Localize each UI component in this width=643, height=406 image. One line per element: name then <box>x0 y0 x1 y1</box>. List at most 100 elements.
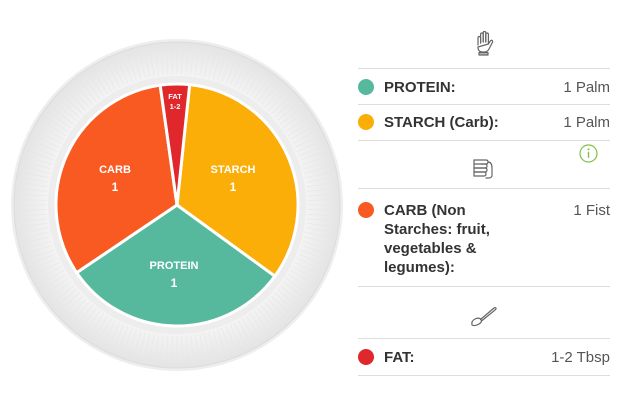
rim-texture-line <box>253 310 272 336</box>
rim-texture-line <box>234 60 248 88</box>
rim-texture-line <box>305 231 335 239</box>
rim-texture-line <box>230 324 243 353</box>
protein-segment-name: PROTEIN <box>150 260 199 272</box>
rim-texture-line <box>287 119 314 136</box>
rim-texture-line <box>137 332 146 362</box>
rim-texture-line <box>143 333 151 363</box>
rim-texture-line <box>121 327 133 357</box>
plate-svg: CARB 1 STARCH 1 PROTEIN 1 FAT 1-2 <box>11 39 343 371</box>
portion-legend: PROTEIN: 1 Palm STARCH (Carb): 1 Palm <box>358 0 610 406</box>
rim-texture-line <box>29 139 58 152</box>
rim-texture-line <box>86 313 104 339</box>
rim-texture-line <box>16 199 47 201</box>
rim-texture-line <box>253 74 272 100</box>
rim-texture-line <box>302 160 332 170</box>
rim-texture-line <box>16 193 47 197</box>
rim-texture-line <box>307 193 338 197</box>
rim-texture-line <box>154 334 160 365</box>
rim-texture-line <box>305 171 335 179</box>
divider <box>358 104 610 105</box>
rim-texture-line <box>287 274 314 291</box>
rim-texture-line <box>208 332 217 362</box>
carb-label: CARB (Non Starches: fruit, vegetables & … <box>384 201 490 277</box>
starch-label: STARCH (Carb): <box>384 114 499 131</box>
rim-texture-line <box>46 110 72 129</box>
carb-value: 1 Fist <box>573 202 610 219</box>
rim-texture-line <box>246 68 263 95</box>
rim-texture-line <box>16 213 47 217</box>
rim-texture-line <box>34 266 62 281</box>
rim-texture-line <box>20 165 50 174</box>
rim-texture-line <box>242 65 258 92</box>
rim-texture-line <box>199 333 206 364</box>
rim-texture-line <box>101 62 116 90</box>
info-button[interactable] <box>579 144 598 163</box>
rim-texture-line <box>230 57 243 86</box>
rim-texture-line <box>27 253 56 266</box>
rim-texture-line <box>185 335 189 366</box>
rim-texture-line <box>69 85 90 108</box>
rim-texture-line <box>165 44 169 75</box>
rim-texture-line <box>57 97 80 118</box>
plate-diagram: CARB 1 STARCH 1 PROTEIN 1 FAT 1-2 <box>11 39 343 371</box>
rim-texture-line <box>250 313 268 339</box>
rim-texture-line <box>34 129 62 144</box>
rim-texture-line <box>280 105 305 125</box>
protein-label: PROTEIN: <box>384 79 456 96</box>
rim-texture-line <box>22 240 52 250</box>
rim-texture-line <box>60 92 83 115</box>
rim-texture-line <box>217 51 228 81</box>
rim-texture-line <box>306 222 337 228</box>
starch-value: 1 Palm <box>563 114 610 131</box>
rim-texture-line <box>154 45 160 76</box>
rim-texture-line <box>57 292 80 313</box>
rim-texture-line <box>190 44 195 75</box>
starch-segment-name: STARCH <box>210 164 255 176</box>
rim-texture-line <box>292 129 320 144</box>
rim-texture-line <box>304 236 334 245</box>
starch-legend-item: STARCH (Carb): 1 Palm <box>358 113 610 132</box>
rim-texture-line <box>77 77 97 102</box>
fat-color-dot <box>358 349 374 365</box>
rim-texture-line <box>194 45 200 76</box>
protein-color-dot <box>358 79 374 95</box>
rim-texture-line <box>296 258 325 271</box>
rim-texture-line <box>69 302 90 325</box>
carb-label-line: Starches: fruit, <box>384 221 490 238</box>
protein-value: 1 Palm <box>563 79 610 96</box>
rim-texture-line <box>271 295 294 318</box>
rim-texture-line <box>19 231 49 239</box>
rim-texture-line <box>96 65 112 92</box>
rim-texture-line <box>82 74 101 100</box>
rim-texture-line <box>106 322 120 350</box>
rim-texture-line <box>301 154 331 165</box>
rim-texture-line <box>305 176 336 183</box>
rim-texture-line <box>29 258 58 271</box>
rim-texture-line <box>40 119 67 136</box>
rim-texture-line <box>165 335 169 366</box>
rim-texture-line <box>307 187 338 192</box>
rim-texture-line <box>132 50 142 80</box>
rim-texture-line <box>18 227 49 234</box>
rim-texture-line <box>285 278 311 296</box>
rim-texture-line <box>199 46 206 77</box>
rim-texture-line <box>159 335 164 366</box>
rim-texture-line <box>53 101 77 122</box>
rim-texture-line <box>116 55 129 84</box>
rim-texture-line <box>159 44 164 75</box>
rim-texture-line <box>73 81 94 105</box>
rim-texture-line <box>77 308 97 333</box>
rim-texture-line <box>16 209 47 211</box>
rim-texture-line <box>171 44 173 75</box>
rim-texture-line <box>257 308 277 333</box>
rim-texture-line <box>111 57 124 86</box>
rim-texture-line <box>267 88 290 111</box>
carb-label-line: CARB (Non <box>384 202 466 219</box>
rim-texture-line <box>16 187 47 192</box>
rim-texture-line <box>212 50 222 80</box>
divider <box>358 140 610 141</box>
fat-legend-item: FAT: 1-2 Tbsp <box>358 348 610 367</box>
rim-texture-line <box>25 149 55 161</box>
rim-texture-line <box>73 305 94 329</box>
rim-texture-line <box>304 165 334 174</box>
